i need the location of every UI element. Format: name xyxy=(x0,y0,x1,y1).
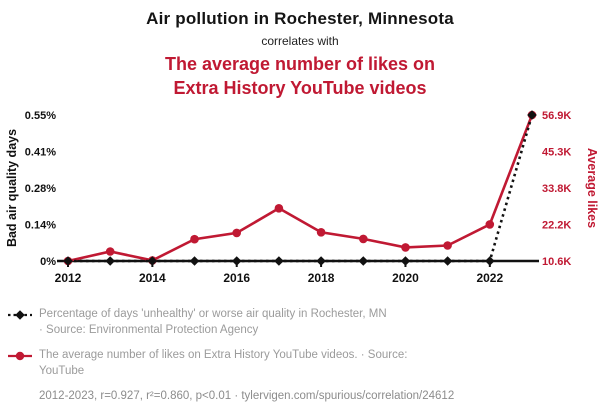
series-point xyxy=(359,234,368,243)
legend-line-1: Percentage of days 'unhealthy' or worse … xyxy=(39,307,387,320)
series-point xyxy=(105,246,115,256)
series-point xyxy=(401,242,410,252)
x-tick-label: 2012 xyxy=(55,271,82,285)
left-tick-label: 0.28% xyxy=(25,183,56,195)
red-solid-circle-series-icon xyxy=(8,347,32,379)
right-tick-label: 22.2K xyxy=(542,219,571,231)
x-tick-label: 2014 xyxy=(139,271,166,285)
x-tick-label: 2016 xyxy=(223,271,250,285)
left-tick-label: 0.14% xyxy=(25,219,56,231)
left-axis-title: Bad air quality days xyxy=(5,128,19,246)
series-point xyxy=(147,255,158,266)
series-point xyxy=(527,109,537,120)
series-point xyxy=(443,240,452,250)
x-tick-label: 2020 xyxy=(392,271,419,285)
chart-area: 0% 0.14% 0.28% 0.41% 0.55% 10.6K 22.2K 33.8K 45.… xyxy=(0,103,600,300)
legend-text: Percentage of days 'unhealthy' or worse … xyxy=(39,306,387,338)
series-point xyxy=(316,227,326,237)
series-point xyxy=(232,228,241,237)
series-point xyxy=(105,255,115,266)
legend-item-air-quality: Percentage of days 'unhealthy' or worse … xyxy=(8,306,586,338)
series-point xyxy=(63,255,73,266)
series-point xyxy=(274,203,284,213)
page-title: Air pollution in Rochester, Minnesota xyxy=(146,9,454,28)
footer-stats-and-url: 2012-2023, r=0.927, r²=0.860, p<0.01 · t… xyxy=(39,389,455,402)
series-point xyxy=(485,219,495,229)
left-tick-label: 0.41% xyxy=(25,146,56,158)
black-dotted-diamond-series-icon xyxy=(8,306,32,338)
legend-line-1: The average number of likes on Extra His… xyxy=(39,348,408,361)
left-tick-label: 0% xyxy=(40,256,56,268)
x-tick-label: 2018 xyxy=(308,271,335,285)
chart-header: Air pollution in Rochester, Minnesota co… xyxy=(0,0,600,101)
legend-text: The average number of likes on Extra His… xyxy=(39,347,407,379)
x-tick-label: 2022 xyxy=(476,271,503,285)
legend: Percentage of days 'unhealthy' or worse … xyxy=(0,300,600,379)
legend-item-youtube-likes: The average number of likes on Extra His… xyxy=(8,347,586,379)
correlates-with-label: correlates with xyxy=(261,34,339,48)
right-tick-label: 45.3K xyxy=(542,146,571,158)
subtitle: The average number of likes on Extra His… xyxy=(0,53,600,101)
subtitle-line-2: Extra History YouTube videos xyxy=(173,77,427,98)
correlation-chart: 0% 0.14% 0.28% 0.41% 0.55% 10.6K 22.2K 33.8K 45.… xyxy=(5,109,599,285)
right-tick-label: 10.6K xyxy=(542,256,571,268)
right-axis-title: Average likes xyxy=(585,147,599,227)
series-point xyxy=(316,255,326,266)
series-point xyxy=(231,255,242,266)
subtitle-line-1: The average number of likes on xyxy=(164,54,436,74)
left-tick-label: 0.55% xyxy=(25,110,56,122)
legend-line-2: · Source: Environmental Protection Agenc… xyxy=(39,323,259,336)
series-point xyxy=(485,255,495,266)
series-point xyxy=(274,255,284,266)
right-tick-label: 56.9K xyxy=(542,110,571,122)
series-point xyxy=(400,255,411,266)
right-tick-label: 33.8K xyxy=(542,183,571,195)
series-point xyxy=(190,234,199,243)
series-line xyxy=(67,114,534,262)
series-point xyxy=(442,255,453,266)
series-point xyxy=(189,255,200,266)
legend-line-2: YouTube xyxy=(39,364,85,377)
series-point xyxy=(358,255,369,266)
